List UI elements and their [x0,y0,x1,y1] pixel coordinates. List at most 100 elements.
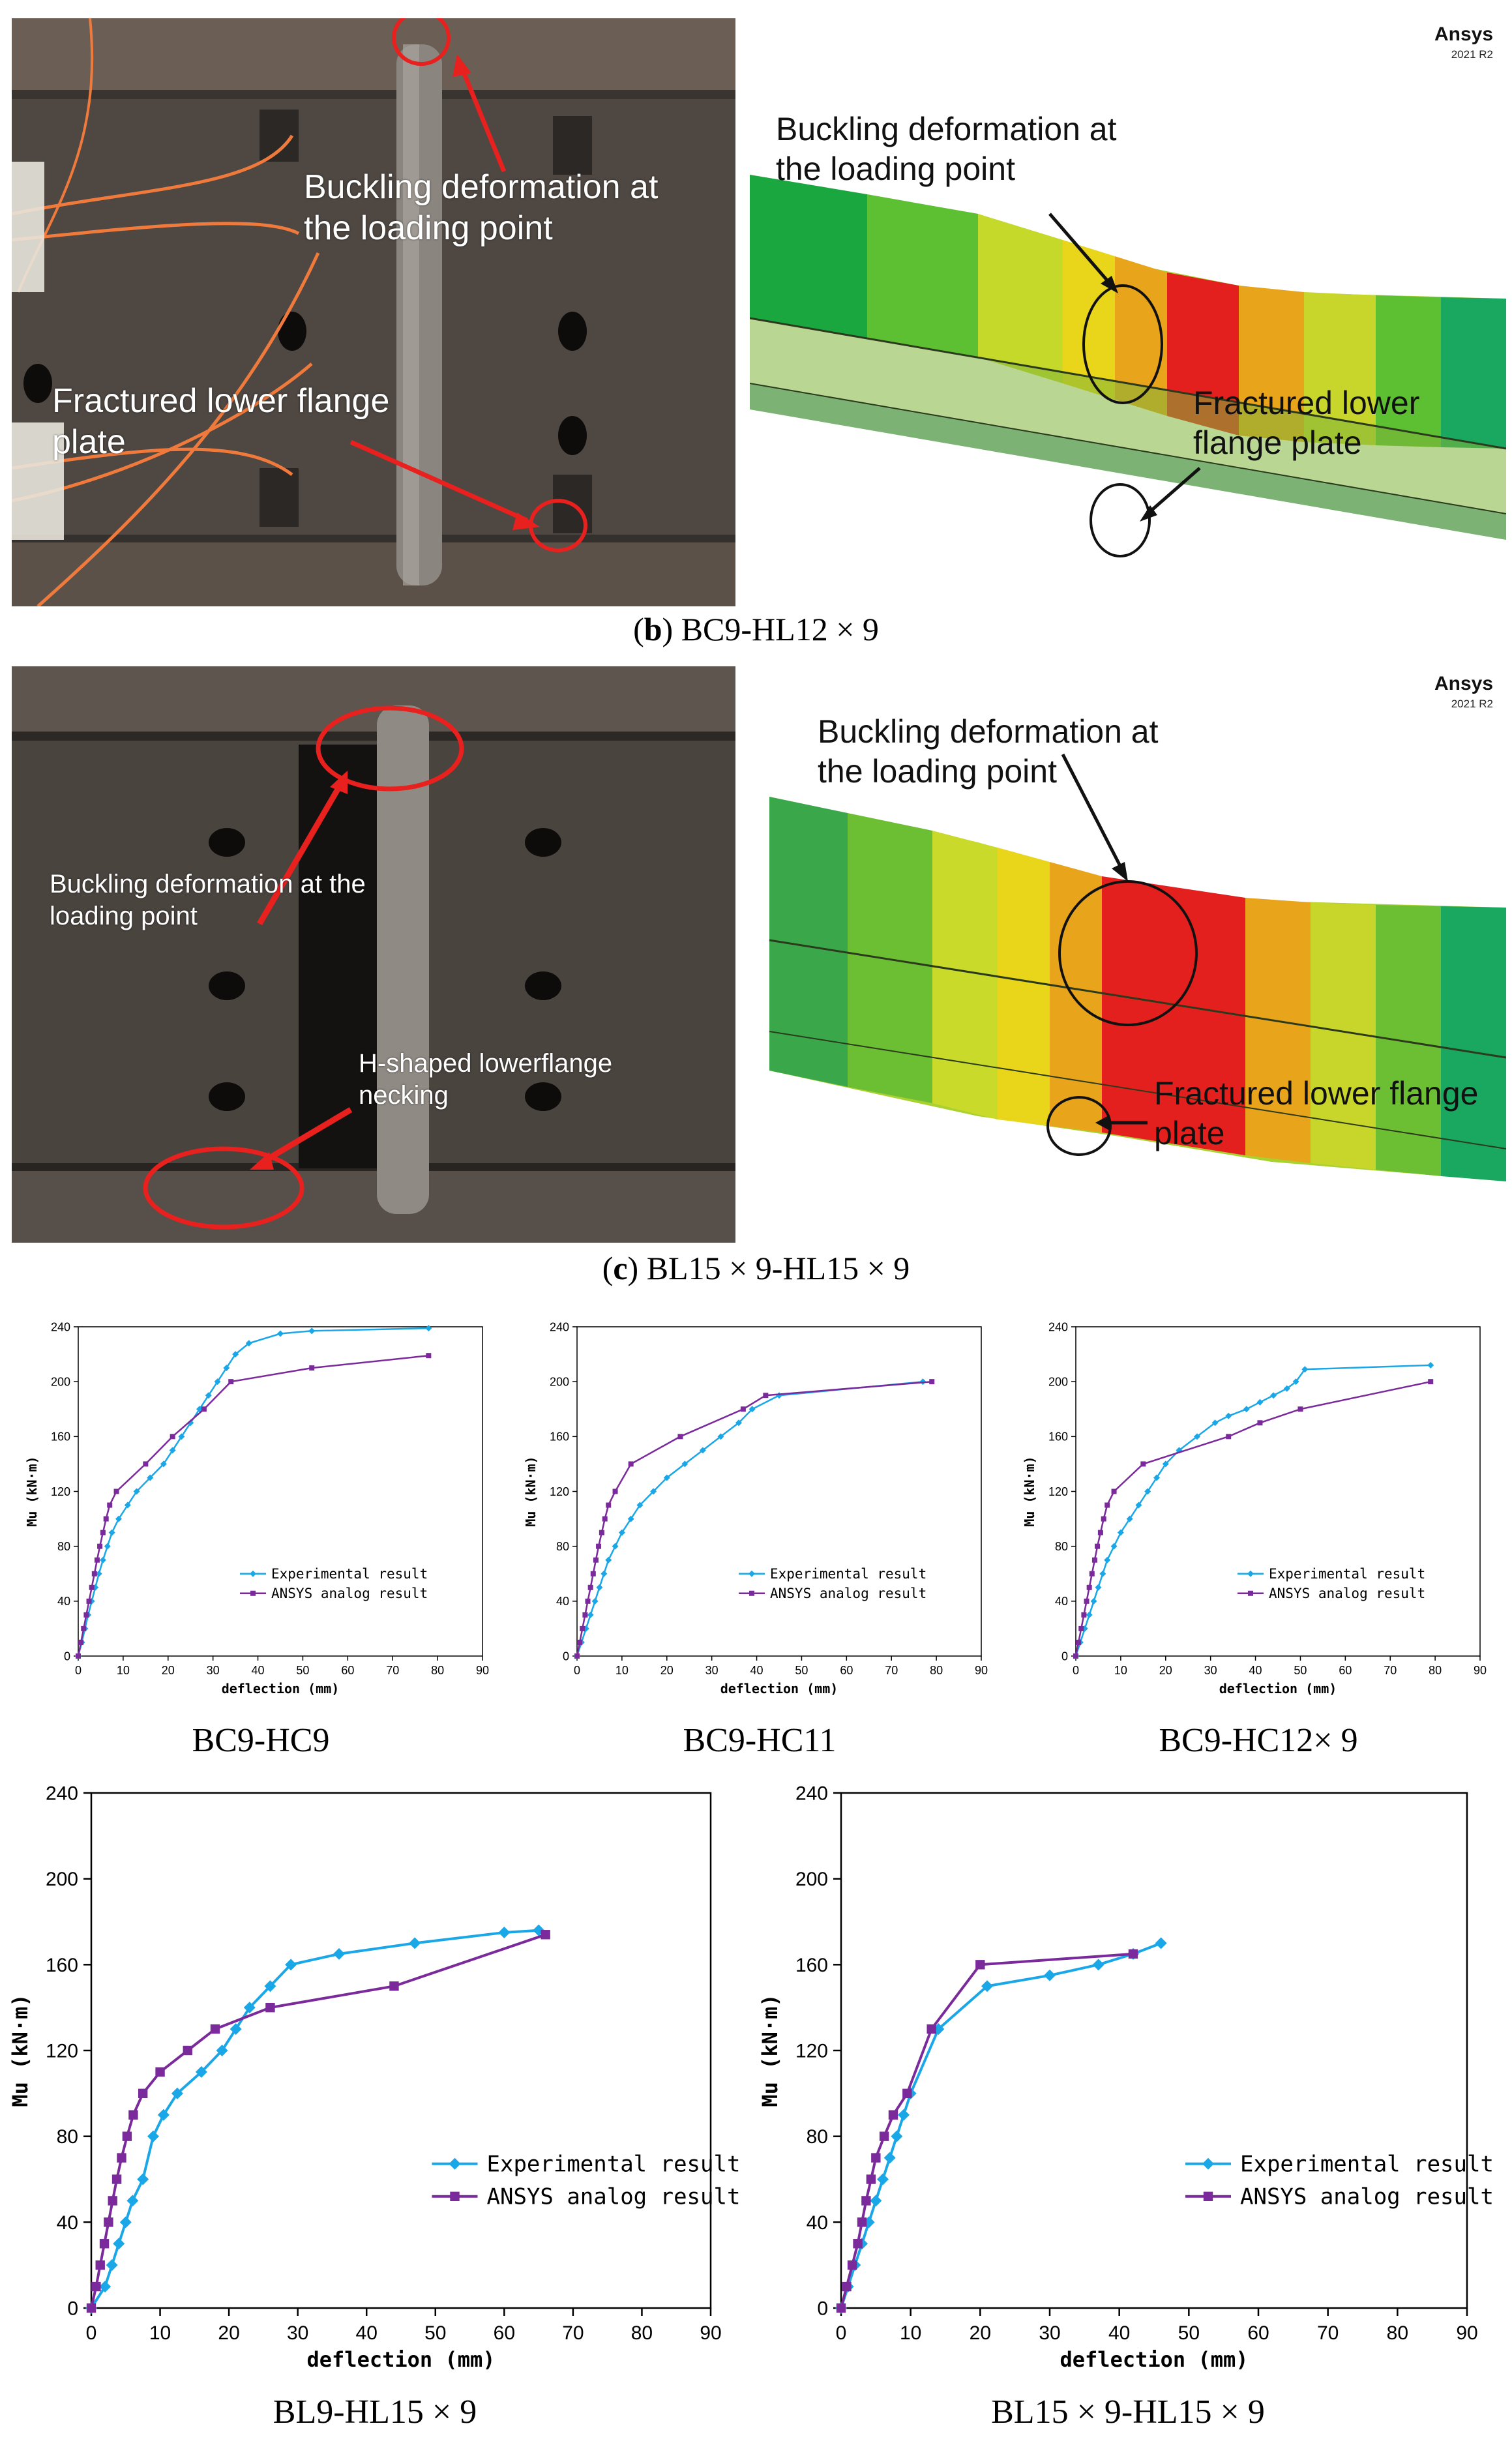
x-tick-label: 60 [494,2322,515,2344]
x-tick-label: 40 [356,2322,378,2344]
data-point-ansys [975,1960,985,1970]
data-point-ansys [107,1502,113,1508]
data-point-ansys [677,1434,683,1440]
data-point-experimental [425,1325,432,1332]
data-point-experimental [981,1980,993,1992]
data-point-experimental [612,1543,619,1550]
x-tick-label: 0 [86,2322,97,2344]
data-point-ansys [1084,1598,1090,1604]
x-tick-label: 70 [386,1664,399,1677]
y-tick-label: 240 [795,1783,828,1805]
data-point-ansys [763,1393,769,1399]
data-point-ansys [861,2196,871,2206]
data-point-experimental [171,2087,183,2099]
data-point-ansys [866,2174,876,2184]
data-point-ansys [111,2174,122,2184]
data-point-experimental [1243,1406,1250,1413]
x-axis-label: deflection (mm) [222,1681,340,1696]
fem-b-ansys-brand: Ansys [1434,23,1493,45]
data-point-ansys [78,1639,84,1645]
y-tick-label: 160 [550,1430,569,1444]
legend-label: ANSYS analog result [770,1586,926,1601]
x-tick-label: 30 [207,1664,220,1677]
data-point-ansys [599,1530,604,1535]
x-tick-label: 10 [900,2322,921,2344]
plot-frame [576,1326,982,1657]
y-tick-label: 160 [1048,1430,1068,1444]
data-point-experimental [883,2152,896,2164]
data-point-experimental [160,1460,167,1468]
data-point-experimental [1090,1597,1097,1605]
photo-c-buckling-label: Buckling deformation at the loading poin… [50,870,366,930]
data-point-experimental [870,2195,882,2207]
legend-marker-ansys [1248,1590,1253,1596]
data-point-ansys [585,1598,591,1604]
data-point-ansys [879,2131,889,2141]
data-point-experimental [533,1924,545,1936]
x-tick-label: 50 [424,2322,446,2344]
y-tick-label: 160 [795,1955,828,1976]
data-point-ansys [602,1516,608,1522]
data-point-ansys [83,1612,89,1618]
fem-c-ansys-brand: Ansys [1434,673,1493,694]
y-tick-label: 240 [1048,1320,1068,1333]
data-point-experimental [119,2216,132,2228]
data-point-ansys [853,2239,863,2249]
y-tick-label: 40 [57,2212,78,2234]
data-point-experimental [409,1937,421,1949]
data-point-ansys [97,1543,103,1549]
data-point-ansys [95,2260,105,2270]
x-tick-label: 40 [252,1664,265,1677]
x-tick-label: 80 [1429,1664,1442,1677]
y-tick-label: 160 [46,1955,78,1976]
x-tick-label: 20 [218,2322,239,2344]
data-point-experimental [264,1980,276,1992]
legend-marker-experimental [749,1570,755,1577]
data-point-ansys [228,1379,234,1385]
x-axis-label: deflection (mm) [307,2347,496,2372]
x-tick-label: 0 [574,1664,580,1677]
data-point-ansys [593,1557,599,1563]
y-tick-label: 120 [46,2041,78,2062]
data-point-ansys [138,2088,148,2099]
chart-bc9-hc12x9: 0 10 20 30 40 50 60 70 80 90 0 40 80 120 160 200 240 defl… [1017,1314,1500,1705]
y-tick-label: 80 [57,1540,70,1553]
data-point-ansys [1091,1557,1097,1563]
data-point-experimental [133,1488,140,1495]
data-point-experimental [596,1584,603,1591]
legend-marker-ansys [450,2191,460,2201]
chart-caption-bl15x9-hl15x9: BL15 × 9-HL15 × 9 [991,2393,1265,2431]
x-tick-label: 0 [1073,1664,1079,1677]
data-point-ansys [426,1353,432,1359]
y-tick-label: 80 [57,2126,78,2148]
data-point-ansys [1097,1530,1103,1535]
x-tick-label: 40 [1108,2322,1130,2344]
y-tick-label: 80 [1055,1540,1068,1553]
legend-marker-experimental [1202,2157,1214,2170]
x-tick-label: 70 [1317,2322,1339,2344]
data-point-ansys [1104,1502,1110,1508]
x-tick-label: 30 [1039,2322,1060,2344]
y-tick-label: 200 [51,1375,70,1388]
y-tick-label: 240 [46,1783,78,1805]
data-point-ansys [587,1584,593,1590]
y-tick-label: 40 [807,2212,828,2234]
panel-b-photo-drawing [12,18,735,606]
x-tick-label: 80 [631,2322,653,2344]
data-point-experimental [600,1570,608,1577]
data-point-experimental [498,1926,511,1938]
data-point-experimental [749,1406,756,1413]
x-tick-label: 80 [1387,2322,1408,2344]
data-point-experimental [1194,1433,1200,1440]
x-tick-label: 90 [975,1664,988,1677]
data-point-experimental [1117,1529,1124,1536]
y-tick-label: 200 [46,1869,78,1890]
data-point-experimental [333,1947,345,1960]
y-axis-label: Mu (kN·m) [758,1994,782,2107]
data-point-ansys [1078,1625,1084,1631]
data-point-experimental [1110,1543,1118,1550]
x-tick-label: 90 [1474,1664,1487,1677]
data-point-ansys [183,2045,192,2056]
chart-bl15x9-hl15x9: 0 10 20 30 40 50 60 70 80 90 0 40 80 120 160 200 240 defl… [750,1773,1506,2386]
x-tick-label: 20 [1159,1664,1172,1677]
